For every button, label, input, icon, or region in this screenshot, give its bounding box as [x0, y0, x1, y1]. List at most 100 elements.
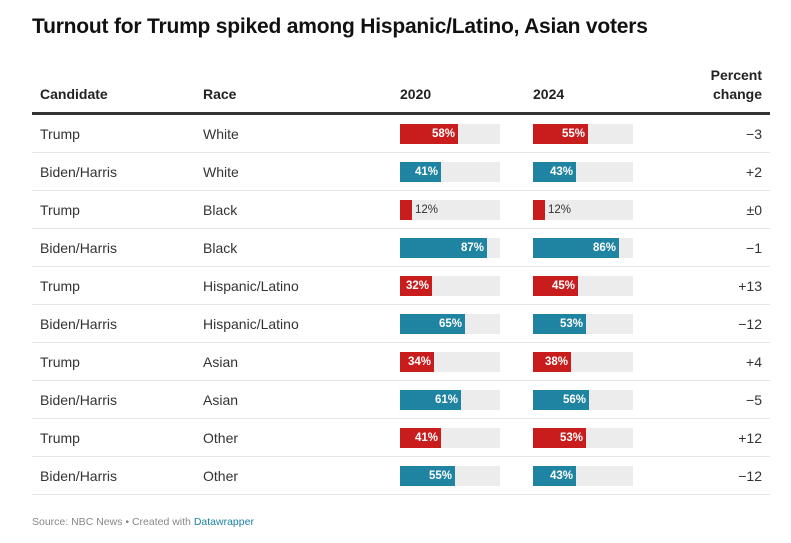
bar-value-label: 43%	[549, 469, 573, 482]
cell-candidate: Biden/Harris	[32, 380, 195, 419]
bar-2020	[400, 237, 487, 258]
cell-candidate: Trump	[32, 342, 195, 381]
cell-2024: 12%	[525, 190, 658, 229]
cell-candidate: Biden/Harris	[32, 456, 195, 495]
bar-value-label: 41%	[414, 165, 438, 178]
cell-2020: 55%	[392, 456, 525, 495]
bar-2020	[400, 427, 441, 448]
bar-value-label: 53%	[559, 317, 583, 330]
table-row: Trump Asian 34% 38% +4	[32, 342, 770, 381]
cell-2020: 61%	[392, 380, 525, 419]
bar-value-label: 12%	[415, 203, 439, 216]
bar-value-label: 56%	[562, 393, 586, 406]
cell-2024: 53%	[525, 304, 658, 343]
datawrapper-link[interactable]: Datawrapper	[193, 516, 254, 528]
bar-value-label: 61%	[434, 393, 458, 406]
bar-2024	[533, 161, 576, 182]
cell-2020: 34%	[392, 342, 525, 381]
bar-2020	[400, 161, 441, 182]
cell-2024: 43%	[525, 152, 658, 191]
bar-value-label: 87%	[460, 241, 484, 254]
bar-2020	[400, 199, 412, 220]
cell-percent-change: −12	[658, 304, 770, 343]
header-percent-change[interactable]: Percent change	[658, 66, 770, 115]
table-row: Biden/Harris White 41% 43% +2	[32, 152, 770, 191]
bar-value-label: 58%	[431, 127, 455, 140]
cell-2020: 65%	[392, 304, 525, 343]
footer: Source: NBC News • Created with Datawrap…	[32, 516, 254, 528]
header-candidate[interactable]: Candidate	[32, 66, 195, 115]
bar-track: 41%	[400, 161, 500, 182]
cell-race: White	[195, 113, 392, 153]
bar-2024	[533, 427, 586, 448]
turnout-table: Candidate Race 2020 2024 Percent change …	[32, 66, 770, 495]
cell-race: White	[195, 152, 392, 191]
cell-percent-change: −1	[658, 228, 770, 267]
bar-track: 43%	[533, 465, 633, 486]
bar-value-label: 41%	[414, 431, 438, 444]
table-row: Trump White 58% 55% −3	[32, 113, 770, 153]
cell-2024: 53%	[525, 418, 658, 457]
bar-value-label: 53%	[559, 431, 583, 444]
cell-candidate: Trump	[32, 266, 195, 305]
cell-candidate: Biden/Harris	[32, 228, 195, 267]
cell-percent-change: ±0	[658, 190, 770, 229]
bar-2024	[533, 465, 576, 486]
cell-race: Black	[195, 228, 392, 267]
bar-2020	[400, 465, 455, 486]
table-row: Biden/Harris Other 55% 43% −12	[32, 456, 770, 495]
cell-2020: 41%	[392, 418, 525, 457]
cell-race: Asian	[195, 342, 392, 381]
table-row: Biden/Harris Black 87% 86% −1	[32, 228, 770, 267]
bar-2020	[400, 389, 461, 410]
cell-percent-change: −5	[658, 380, 770, 419]
bar-2020	[400, 275, 432, 296]
bar-2024	[533, 351, 571, 372]
header-2024[interactable]: 2024	[525, 66, 658, 115]
bar-track: 61%	[400, 389, 500, 410]
bar-2020	[400, 123, 458, 144]
bar-track: 38%	[533, 351, 633, 372]
bar-value-label: 32%	[405, 279, 429, 292]
bar-2024	[533, 313, 586, 334]
header-race[interactable]: Race	[195, 66, 392, 115]
bar-2024	[533, 275, 578, 296]
cell-race: Hispanic/Latino	[195, 266, 392, 305]
bar-value-label: 34%	[407, 355, 431, 368]
cell-2024: 43%	[525, 456, 658, 495]
table-row: Trump Hispanic/Latino 32% 45% +13	[32, 266, 770, 305]
table-row: Trump Black 12% 12% ±0	[32, 190, 770, 229]
bar-value-label: 55%	[428, 469, 452, 482]
bar-value-label: 55%	[561, 127, 585, 140]
cell-2024: 55%	[525, 113, 658, 153]
cell-race: Other	[195, 456, 392, 495]
table-body: Trump White 58% 55% −3 Biden/Harris White 41% 43…	[32, 113, 770, 495]
cell-candidate: Trump	[32, 418, 195, 457]
cell-percent-change: −12	[658, 456, 770, 495]
cell-2020: 41%	[392, 152, 525, 191]
bar-track: 55%	[533, 123, 633, 144]
bar-track: 43%	[533, 161, 633, 182]
bar-track: 12%	[400, 199, 500, 220]
cell-candidate: Biden/Harris	[32, 304, 195, 343]
cell-race: Hispanic/Latino	[195, 304, 392, 343]
header-change-line2: change	[712, 86, 762, 102]
cell-candidate: Biden/Harris	[32, 152, 195, 191]
cell-percent-change: +4	[658, 342, 770, 381]
header-2020[interactable]: 2020	[392, 66, 525, 115]
table-row: Biden/Harris Asian 61% 56% −5	[32, 380, 770, 419]
cell-percent-change: +13	[658, 266, 770, 305]
cell-percent-change: +12	[658, 418, 770, 457]
bar-track: 58%	[400, 123, 500, 144]
cell-2020: 58%	[392, 113, 525, 153]
header-row: Candidate Race 2020 2024 Percent change	[32, 66, 770, 115]
cell-2024: 56%	[525, 380, 658, 419]
chart-title: Turnout for Trump spiked among Hispanic/…	[32, 15, 648, 38]
header-change-line1: Percent	[710, 67, 762, 83]
bar-2024	[533, 123, 588, 144]
bar-value-label: 45%	[551, 279, 575, 292]
bar-value-label: 65%	[438, 317, 462, 330]
table-row: Trump Other 41% 53% +12	[32, 418, 770, 457]
source-note: Source: NBC News • Created with	[32, 516, 194, 528]
cell-race: Other	[195, 418, 392, 457]
